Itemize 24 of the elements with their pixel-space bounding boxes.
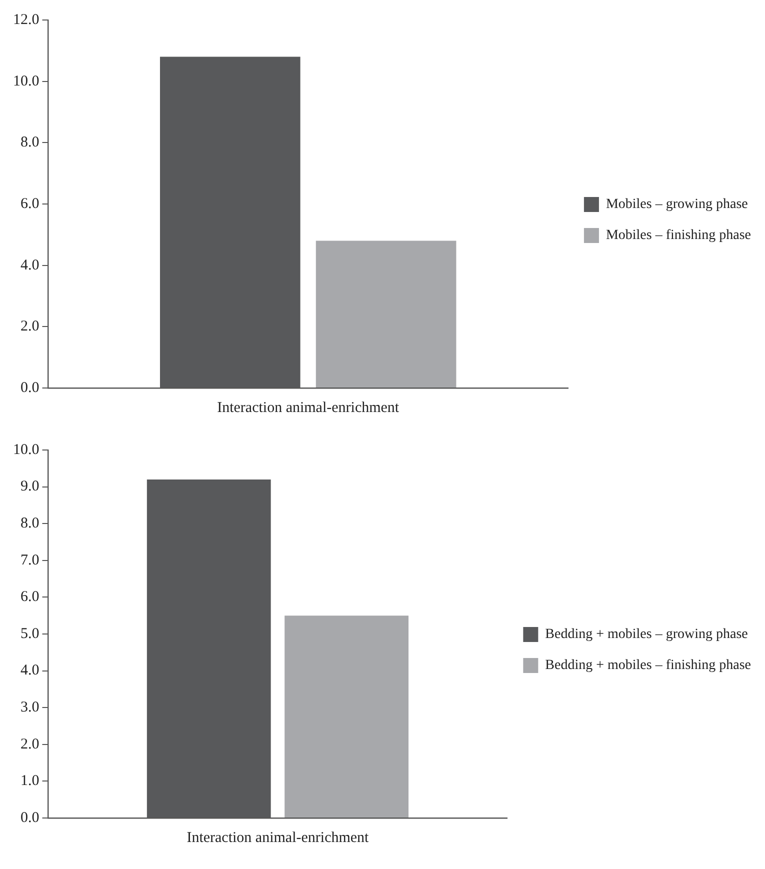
y-tick-label: 2.0	[20, 736, 40, 752]
legend-label: Bedding + mobiles – finishing phase	[545, 658, 752, 674]
legend-label: Mobiles – finishing phase	[606, 228, 751, 244]
x-tick-label: Interaction animal-enrichment	[186, 830, 370, 846]
y-tick-label: 5.0	[20, 626, 40, 642]
y-tick-label: 12.0	[13, 12, 40, 28]
y-tick-label: 7.0	[20, 552, 40, 568]
y-tick-label: 4.0	[20, 662, 40, 679]
legend-label: Mobiles – growing phase	[606, 197, 748, 212]
y-tick-label: 8.0	[20, 516, 40, 532]
x-tick-label: Interaction animal-enrichment	[217, 400, 400, 416]
y-tick-label: 1.0	[20, 773, 40, 790]
y-tick-label: 6.0	[20, 196, 40, 212]
y-tick-label: 8.0	[20, 134, 40, 151]
y-tick-label: 3.0	[20, 700, 40, 716]
legend-label: Bedding + mobiles – growing phase	[545, 627, 748, 642]
y-tick-label: 2.0	[20, 318, 40, 335]
y-tick-label: 0.0	[20, 810, 40, 826]
y-tick-label: 6.0	[20, 589, 40, 606]
y-tick-label: 10.0	[13, 73, 40, 90]
y-tick-label: 0.0	[20, 380, 40, 396]
y-tick-label: 4.0	[20, 257, 40, 274]
y-tick-label: 9.0	[20, 478, 40, 495]
y-tick-label: 10.0	[13, 442, 40, 458]
